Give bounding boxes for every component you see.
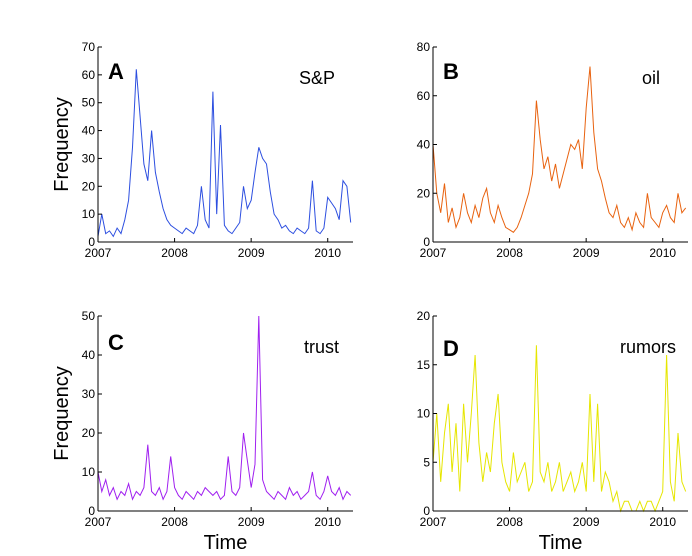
x-tick-label: 2010 <box>649 246 676 260</box>
x-tick-label: 2007 <box>85 515 112 529</box>
y-tick-label: 0 <box>88 504 95 518</box>
y-tick-label: 50 <box>82 96 96 110</box>
series-keyword-label: rumors <box>620 337 676 357</box>
panel-c: 0 10 20 30 40 50 2007 2008 2009 2010 C trust Frequen… <box>51 309 353 554</box>
y-tick-label: 0 <box>423 504 430 518</box>
series-keyword-label: trust <box>304 337 339 357</box>
x-tick-label: 2009 <box>238 246 265 260</box>
y-tick-label: 40 <box>82 124 96 138</box>
y-tick-label: 40 <box>82 348 96 362</box>
x-tick-label: 2009 <box>573 515 600 529</box>
series-line-oil <box>432 66 687 233</box>
y-tick-label: 0 <box>88 235 95 249</box>
x-tick-label: 2007 <box>420 246 447 260</box>
y-axis-label: Frequency <box>51 366 73 461</box>
y-tick-label: 40 <box>417 138 431 152</box>
series-line-trust <box>97 315 352 501</box>
x-tick-label: 2010 <box>314 515 341 529</box>
y-axis-label: Frequency <box>51 97 73 192</box>
y-tick-label: 20 <box>82 179 96 193</box>
x-tick-label: 2007 <box>420 515 447 529</box>
y-tick-label: 15 <box>417 358 431 372</box>
panel-a: 0 10 20 30 40 50 60 70 2007 2008 2009 2010 A S&P Frequ… <box>51 40 353 260</box>
series-keyword-label: oil <box>642 68 660 88</box>
panel-b: 0 20 40 60 80 2007 2008 2009 2010 B oil <box>417 40 688 260</box>
panel-d: 0 5 10 15 20 2007 2008 2009 2010 D rumors Time <box>417 309 688 554</box>
panel-letter: A <box>108 59 124 84</box>
y-tick-label: 30 <box>82 151 96 165</box>
y-tick-label: 70 <box>82 40 96 54</box>
y-tick-label: 20 <box>417 186 431 200</box>
panel-letter: B <box>443 59 459 84</box>
panel-letter: D <box>443 336 459 361</box>
x-tick-label: 2009 <box>573 246 600 260</box>
x-axis-label: Time <box>539 532 583 554</box>
x-tick-label: 2010 <box>314 246 341 260</box>
y-tick-label: 20 <box>417 309 431 323</box>
y-tick-label: 30 <box>82 387 96 401</box>
x-tick-label: 2008 <box>161 515 188 529</box>
y-tick-label: 10 <box>82 207 96 221</box>
x-tick-label: 2010 <box>649 515 676 529</box>
x-tick-label: 2007 <box>85 246 112 260</box>
panel-letter: C <box>108 330 124 355</box>
y-tick-label: 60 <box>417 89 431 103</box>
y-tick-label: 50 <box>82 309 96 323</box>
series-keyword-label: S&P <box>299 68 335 88</box>
y-tick-label: 80 <box>417 40 431 54</box>
series-line-rumors <box>432 345 687 513</box>
y-tick-label: 5 <box>423 455 430 469</box>
y-tick-label: 10 <box>82 465 96 479</box>
x-tick-label: 2009 <box>238 515 265 529</box>
x-tick-label: 2008 <box>161 246 188 260</box>
y-tick-label: 10 <box>417 407 431 421</box>
y-tick-label: 0 <box>423 235 430 249</box>
x-tick-label: 2008 <box>496 515 523 529</box>
series-line-sp <box>97 69 352 238</box>
y-tick-label: 60 <box>82 68 96 82</box>
x-axis-label: Time <box>204 532 248 554</box>
y-tick-label: 20 <box>82 426 96 440</box>
x-tick-label: 2008 <box>496 246 523 260</box>
